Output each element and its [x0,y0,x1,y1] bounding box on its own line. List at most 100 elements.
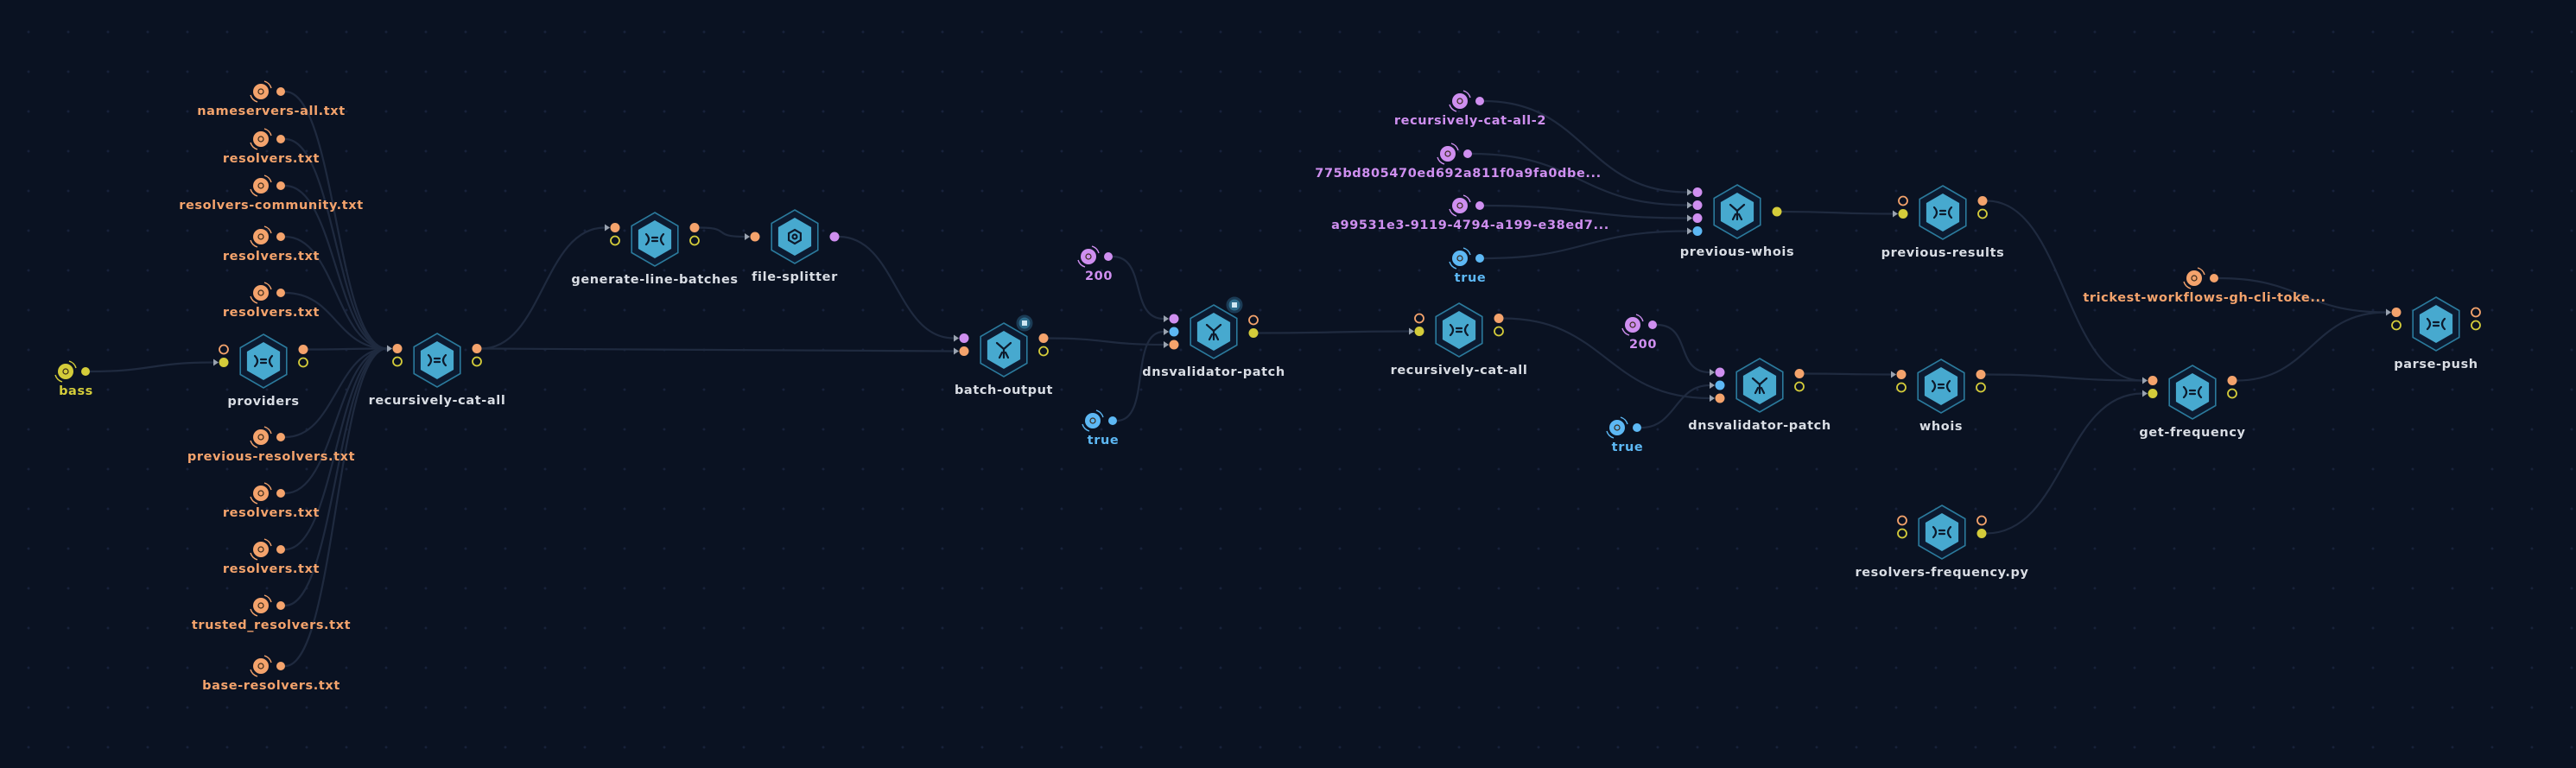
input-port-string[interactable] [1692,213,1703,223]
output-port-file[interactable] [1794,369,1805,378]
input-port-file[interactable] [1169,340,1179,350]
input-port-file[interactable] [750,232,760,242]
input-port-boolean[interactable] [1169,327,1179,337]
output-port[interactable] [1648,321,1657,329]
output-port-file[interactable] [2227,376,2237,385]
input-port-file[interactable] [2148,376,2158,385]
output-port[interactable] [2210,274,2218,282]
input-port-file[interactable] [1896,370,1907,379]
input-port-folder[interactable] [1896,382,1907,393]
input-port-file[interactable] [1715,393,1725,403]
task-node-pp[interactable]: parse-push [2386,296,2481,371]
output-port-folder[interactable] [1772,206,1782,217]
output-port[interactable] [276,87,285,96]
output-port[interactable] [1463,149,1472,158]
output-port-file[interactable] [1976,515,1987,526]
output-port[interactable] [1475,97,1484,105]
input-port-string[interactable] [1169,314,1179,324]
input-node-in2[interactable]: resolvers.txt [223,128,320,166]
input-node-in8[interactable]: resolvers.txt [223,538,320,576]
input-node-ptruec[interactable]: true [1606,416,1643,454]
input-port-boolean[interactable] [1715,380,1725,390]
output-port-folder[interactable] [1248,328,1259,338]
input-node-in4[interactable]: resolvers.txt [223,225,320,263]
input-port-string[interactable] [1692,200,1703,210]
input-port-file[interactable] [1898,195,1908,206]
output-port[interactable] [1475,254,1484,263]
output-port-file[interactable] [1494,314,1504,323]
input-port-file[interactable] [219,344,229,355]
output-port-file[interactable] [1248,314,1259,326]
task-node-whois[interactable]: whois [1891,359,1986,434]
input-node-p200b[interactable]: 200 [1621,314,1657,352]
task-node-providers[interactable]: providers [213,333,308,409]
output-port-file[interactable] [689,223,700,232]
input-port-file[interactable] [610,223,620,232]
input-port-file[interactable] [1897,515,1907,526]
output-port[interactable] [276,289,285,297]
output-port-folder[interactable] [1977,208,1988,219]
task-node-dnsv1[interactable]: dnsvalidator-patch [1142,296,1285,379]
output-port-folder[interactable] [1976,382,1986,393]
output-port[interactable] [276,545,285,554]
input-port-string[interactable] [1715,367,1725,378]
input-node-prca2[interactable]: recursively-cat-all-2 [1394,90,1546,128]
output-port[interactable] [1633,423,1641,432]
output-port-file[interactable] [1976,370,1986,379]
input-node-ptoken[interactable]: trickest-workflows-gh-cli-toke... [2083,267,2325,305]
output-port[interactable] [1475,201,1484,210]
output-port[interactable] [276,181,285,190]
input-port-folder[interactable] [1897,528,1907,539]
output-port-file[interactable] [1977,196,1988,206]
input-port-boolean[interactable] [1692,226,1703,236]
input-port-folder[interactable] [1898,209,1908,219]
task-node-glb[interactable]: generate-line-batches [571,212,738,287]
input-node-in1[interactable]: nameservers-all.txt [197,80,346,118]
input-node-ptrueb[interactable]: true [1449,247,1486,285]
input-port-folder[interactable] [2391,320,2402,331]
output-port[interactable] [276,232,285,241]
task-node-pwhois[interactable]: previous-whois [1680,184,1794,259]
output-port-folder[interactable] [2471,320,2481,331]
output-port-folder[interactable] [1494,326,1504,337]
output-port[interactable] [276,489,285,498]
input-node-p200a[interactable]: 200 [1077,245,1113,283]
input-port-file[interactable] [959,346,969,356]
input-port-folder[interactable] [392,356,403,367]
input-port-file[interactable] [2391,308,2402,317]
output-port-file[interactable] [2471,307,2481,318]
input-port-file[interactable] [392,344,403,353]
output-port-file[interactable] [472,344,482,353]
input-node-in5[interactable]: resolvers.txt [223,282,320,320]
input-port-string[interactable] [959,333,969,343]
task-node-rca2[interactable]: recursively-cat-all [1391,302,1528,378]
output-port-folder[interactable] [689,235,700,246]
output-port-folder[interactable] [298,357,308,368]
input-node-in3[interactable]: resolvers-community.txt [179,175,364,213]
input-port-file[interactable] [1414,313,1424,324]
output-port[interactable] [81,367,90,376]
output-port-folder[interactable] [472,356,482,367]
output-port-file[interactable] [298,345,308,354]
input-node-in7[interactable]: resolvers.txt [223,482,320,520]
input-port-folder[interactable] [1414,327,1424,336]
input-port-string[interactable] [1692,187,1703,197]
input-node-phash[interactable]: 775bd805470ed692a811f0a9fa0dbe... [1315,143,1601,181]
input-port-folder[interactable] [2148,389,2158,398]
output-port-folder[interactable] [1976,529,1987,538]
output-port-folder[interactable] [1794,381,1805,392]
input-node-bass[interactable]: bass [54,360,93,398]
task-node-rca1[interactable]: recursively-cat-all [369,333,506,408]
task-node-dnsv2[interactable]: dnsvalidator-patch [1688,358,1831,433]
input-port-folder[interactable] [219,358,229,367]
input-node-in9[interactable]: trusted_resolvers.txt [192,594,351,632]
output-port-string[interactable] [829,232,840,242]
input-node-in6[interactable]: previous-resolvers.txt [187,426,355,464]
input-node-ptruea[interactable]: true [1082,409,1119,447]
output-port[interactable] [276,662,285,670]
output-port-file[interactable] [1038,333,1049,343]
output-port[interactable] [276,601,285,610]
output-port[interactable] [1104,252,1113,261]
output-port-folder[interactable] [1038,346,1049,357]
